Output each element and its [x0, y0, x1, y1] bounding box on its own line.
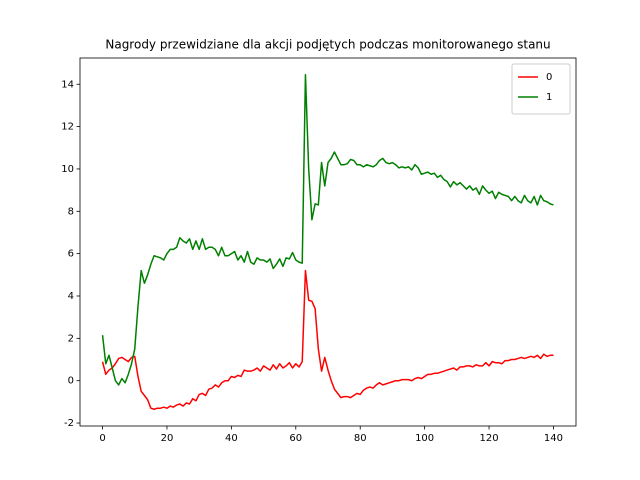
y-tick-label: -2 — [64, 418, 74, 429]
data-line — [101, 73, 554, 386]
data-line — [101, 269, 554, 411]
y-tick-label: 14 — [61, 79, 74, 90]
y-tick-label: 0 — [68, 376, 74, 387]
y-tick-label: 4 — [68, 291, 74, 302]
x-tick-label: 100 — [415, 433, 434, 444]
x-tick-label: 0 — [99, 433, 105, 444]
y-tick-label: 10 — [61, 164, 74, 175]
x-tick-label: 20 — [161, 433, 174, 444]
y-tick-label: 8 — [68, 206, 74, 217]
y-tick-label: 6 — [68, 249, 74, 260]
legend-label: 1 — [546, 92, 552, 103]
plot-frame — [79, 57, 577, 427]
y-tick-label: 2 — [68, 333, 74, 344]
legend-box — [511, 63, 571, 115]
y-tick-label: 12 — [61, 122, 74, 133]
x-tick-label: 40 — [225, 433, 238, 444]
x-tick-label: 140 — [544, 433, 563, 444]
chart-title: Nagrody przewidziane dla akcji podjętych… — [105, 38, 550, 52]
x-tick-label: 120 — [479, 433, 498, 444]
x-tick-label: 80 — [354, 433, 367, 444]
x-tick-label: 60 — [289, 433, 302, 444]
legend-label: 0 — [546, 72, 552, 83]
